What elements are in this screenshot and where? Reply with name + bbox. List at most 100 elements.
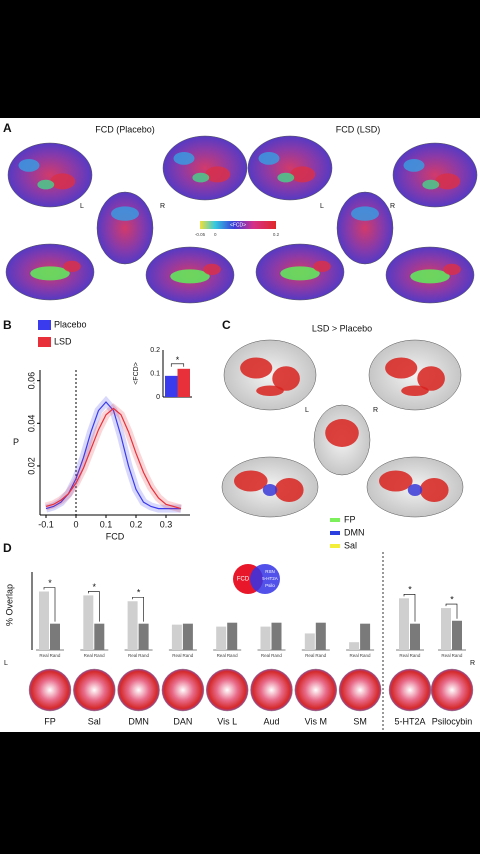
bar (127, 601, 138, 650)
x-tick-label: 0 (73, 519, 78, 529)
legend-swatch (330, 544, 340, 548)
brain-region (417, 366, 445, 391)
significance-marker: * (408, 585, 412, 595)
panel-title: FCD (Placebo) (95, 124, 155, 134)
bar-sublabel: Rand (138, 653, 149, 658)
significance-bracket (403, 594, 416, 622)
significance-marker: * (48, 578, 52, 588)
brain-region (240, 357, 273, 379)
bar (216, 626, 227, 650)
legend-swatch (38, 320, 51, 330)
panel-label: A (3, 121, 12, 135)
colorbar (200, 221, 276, 229)
brain-slice (161, 668, 205, 712)
brain-slice (294, 668, 337, 712)
bar (349, 642, 360, 650)
bar (260, 626, 271, 650)
legend-label: LSD (54, 336, 72, 346)
panel-title: LSD > Placebo (312, 323, 372, 333)
bar-sublabel: Real (441, 653, 450, 658)
hemisphere-label: R (160, 203, 165, 210)
bar-sublabel: Real (305, 653, 314, 658)
brain-region (203, 263, 221, 275)
hemisphere-label: L (80, 203, 84, 210)
brain-region (111, 206, 139, 221)
colorbar-tick-label: 0 (214, 232, 217, 237)
bar-sublabel: Real (39, 653, 48, 658)
bar-sublabel: Rand (410, 653, 421, 658)
x-tick-label: 0.1 (100, 519, 113, 529)
category-label: DMN (128, 716, 149, 726)
bar (271, 622, 282, 650)
brain-region (262, 484, 278, 496)
panel-label: B (3, 318, 12, 332)
category-label: Vis M (305, 716, 327, 726)
brain-slice (117, 668, 160, 712)
bar-sublabel: Real (399, 653, 408, 658)
line (45, 407, 182, 510)
significance-bracket (445, 603, 458, 619)
legend-label: Sal (344, 540, 357, 550)
brain-region (277, 172, 295, 183)
colorbar-tick-label: -0.05 (195, 232, 206, 237)
y-tick-label: 0.06 (26, 372, 36, 390)
significance-marker: * (450, 594, 454, 604)
brain-slice (430, 668, 474, 712)
bar-sublabel: Real (217, 653, 226, 658)
bar-sublabel: Rand (452, 653, 463, 658)
brain-region (313, 260, 331, 272)
bar-sublabel: Real (261, 653, 270, 658)
brain-region (403, 159, 425, 172)
bar-sublabel: Rand (94, 653, 105, 658)
brain-region (63, 260, 81, 272)
brain-region (351, 206, 379, 221)
brain-region (422, 179, 440, 190)
y-tick-label: 0.2 (150, 347, 160, 354)
panel-title: FCD (LSD) (336, 124, 381, 134)
x-axis-label: FCD (106, 531, 125, 541)
brain (223, 339, 317, 411)
y-axis-label: <FCD> (133, 362, 140, 385)
category-label: FP (44, 716, 56, 726)
y-axis-label: P (13, 437, 19, 447)
brain-slice (73, 668, 116, 712)
bar (441, 608, 451, 650)
bar (138, 623, 149, 650)
bar-sublabel: Rand (271, 653, 282, 658)
brain-region (192, 172, 210, 183)
brain (247, 135, 333, 201)
bar (50, 623, 60, 650)
category-label: SM (353, 716, 367, 726)
brain (7, 142, 93, 208)
bar-sublabel: Real (349, 653, 358, 658)
brain-region (410, 269, 450, 284)
brain (336, 191, 394, 265)
brain-region (18, 159, 40, 172)
significance-marker: * (137, 588, 141, 598)
brain-region (173, 152, 195, 165)
venn-circle (250, 564, 280, 594)
bar-sublabel: Rand (183, 653, 194, 658)
category-label: DAN (173, 716, 192, 726)
x-tick-label: 0.3 (160, 519, 173, 529)
category-label: Psilocybin (432, 716, 473, 726)
brain-region (443, 263, 461, 275)
brain-slice (28, 668, 72, 712)
bar (177, 368, 190, 397)
brain-region (419, 478, 449, 502)
x-tick-label: 0.2 (130, 519, 143, 529)
category-label: 5-HT2A (394, 716, 425, 726)
bar-sublabel: Rand (50, 653, 61, 658)
category-label: Aud (263, 716, 279, 726)
venn-label: 5-HT2A (262, 576, 278, 581)
brain-region (272, 366, 300, 391)
brain-region (274, 478, 304, 502)
y-tick-label: 0 (156, 394, 160, 401)
brain-region (50, 173, 76, 190)
hemisphere-label: R (390, 203, 395, 210)
brain-region (256, 385, 284, 396)
hemisphere-label: L (320, 203, 324, 210)
brain-region (290, 166, 316, 183)
